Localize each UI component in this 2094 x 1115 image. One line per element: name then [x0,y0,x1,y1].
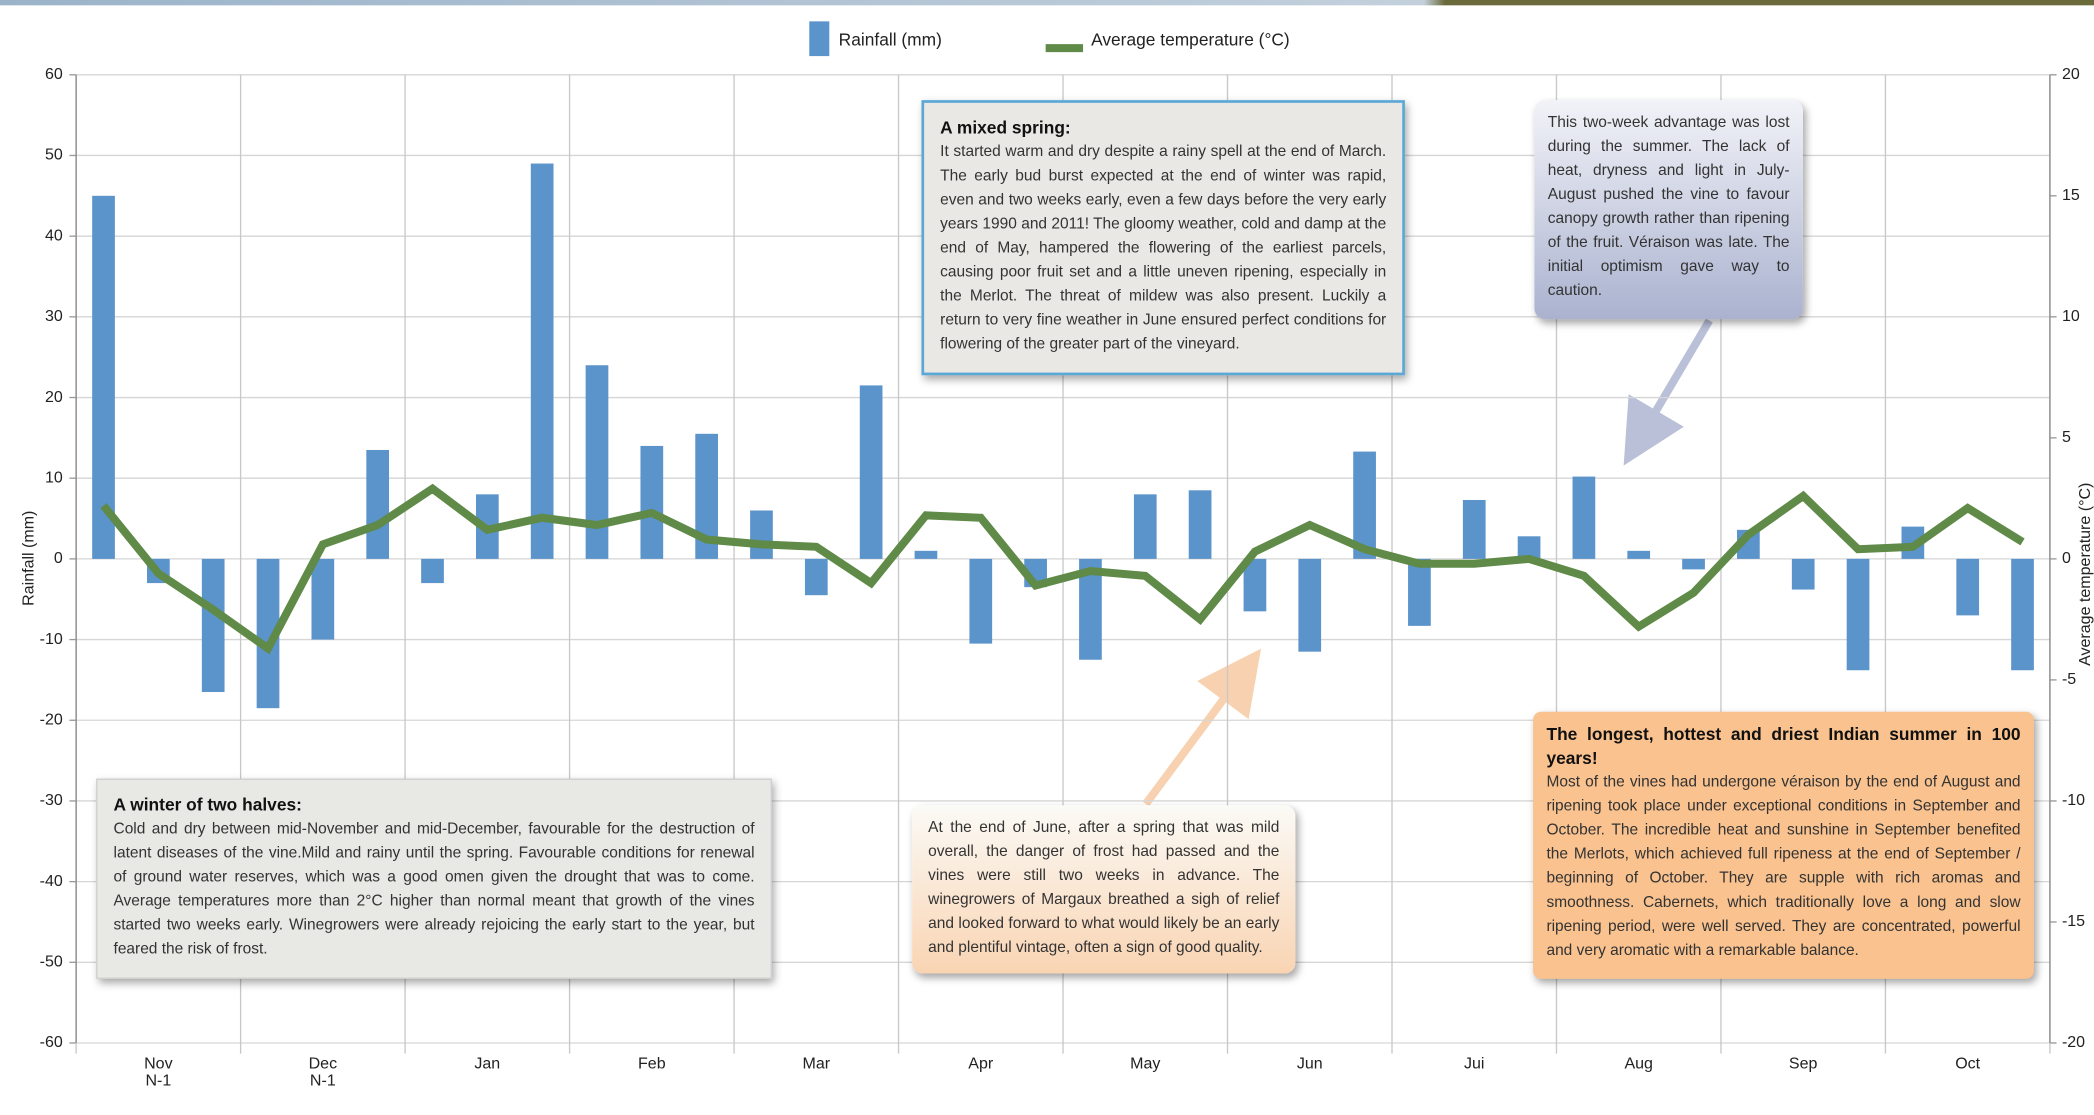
annotation-box: This two-week advantage was lost during … [1534,100,1802,319]
y-tick-label: -30 [40,791,63,809]
x-tick-label: Aug [1599,1055,1679,1072]
bar [1573,477,1596,559]
x-tick-label: Nov N-1 [118,1055,198,1090]
bar [1682,559,1705,569]
x-tick-label: May [1105,1055,1185,1072]
y-tick-label: -50 [40,953,63,971]
annotation-text: It started warm and dry despite a rainy … [940,140,1386,356]
legend-swatch [809,21,829,56]
y-tick-label: -40 [40,872,63,890]
annotation-box: A mixed spring:It started warm and dry d… [921,100,1404,375]
bar [860,385,883,558]
annotation-box: A winter of two halves:Cold and dry betw… [96,779,772,979]
annotation-text: Most of the vines had undergone véraison… [1546,771,2020,963]
y2-tick-label: -20 [2062,1033,2085,1051]
annotation-title: The longest, hottest and driest Indian s… [1546,722,2020,770]
y2-tick-label: 5 [2062,428,2071,446]
bar [1408,559,1431,626]
y-tick-label: 10 [45,468,63,486]
y-tick-label: 30 [45,307,63,325]
x-tick-label: Jun [1270,1055,1350,1072]
x-tick-label: Dec N-1 [283,1055,363,1090]
y-tick-label: 60 [45,65,63,83]
x-tick-label: Apr [941,1055,1021,1072]
legend-label: Rainfall (mm) [839,29,942,49]
y-tick-label: -60 [40,1033,63,1051]
y2-tick-label: 10 [2062,307,2080,325]
y2-tick-label: -10 [2062,791,2085,809]
y-tick-label: 40 [45,226,63,244]
page: Rainfall (mm) Average temperature (°C) -… [0,0,2094,1115]
x-tick-label: Oct [1928,1055,2008,1072]
annotation-title: A winter of two halves: [114,793,755,817]
y-tick-label: 0 [54,549,63,567]
y-axis-label: Rainfall (mm) [20,511,38,606]
x-tick-label: Mar [776,1055,856,1072]
bar [202,559,225,692]
callout-arrow [1640,321,1709,439]
annotation-box: At the end of June, after a spring that … [912,805,1295,973]
y2-tick-label: -15 [2062,912,2085,930]
bar [366,450,389,559]
y2-tick-label: -5 [2062,670,2076,688]
bar [1189,490,1212,559]
x-tick-label: Sep [1763,1055,1843,1072]
annotation-title: A mixed spring: [940,116,1386,140]
x-tick-label: Jui [1434,1055,1514,1072]
annotation-text: This two-week advantage was lost during … [1548,111,1790,303]
y2-axis-label: Average temperature (°C) [2076,483,2094,666]
y-tick-label: -20 [40,710,63,728]
bar [421,559,444,583]
bar [640,446,663,559]
annotation-text: Cold and dry between mid-November and mi… [114,817,755,961]
annotation-box: The longest, hottest and driest Indian s… [1533,712,2034,979]
y-tick-label: 50 [45,146,63,164]
bar [969,559,992,644]
bar [92,196,115,559]
y-tick-label: -10 [40,630,63,648]
y2-tick-label: 15 [2062,186,2080,204]
x-tick-label: Jan [447,1055,527,1072]
y-tick-label: 20 [45,388,63,406]
bar [586,365,609,559]
y2-tick-label: 20 [2062,65,2080,83]
bar [1627,551,1650,559]
bar [2011,559,2034,670]
legend-label: Average temperature (°C) [1091,29,1290,49]
y2-tick-label: 0 [2062,549,2071,567]
bar [1847,559,1870,670]
bar [311,559,334,640]
bar [915,551,938,559]
annotation-text: At the end of June, after a spring that … [928,816,1279,960]
bar [805,559,828,595]
bar [1792,559,1815,590]
bar [750,510,773,558]
x-tick-label: Feb [612,1055,692,1072]
bar [1298,559,1321,652]
bar [1134,494,1157,559]
bar [1463,500,1486,559]
bar [531,164,554,559]
bar [1956,559,1979,615]
